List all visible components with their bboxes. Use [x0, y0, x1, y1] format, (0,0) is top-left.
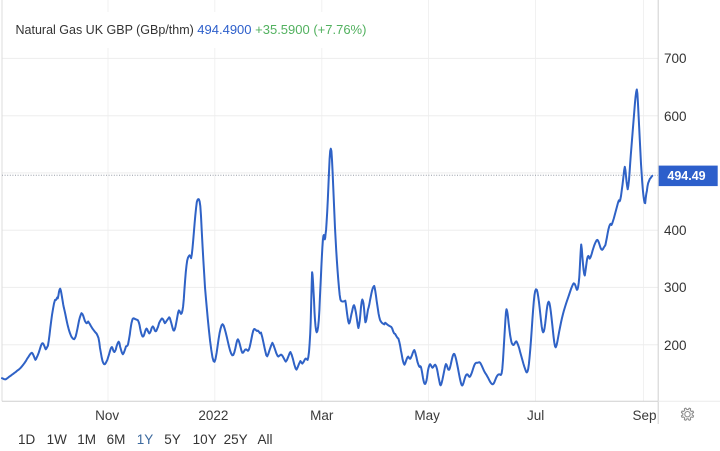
svg-text:494.49: 494.49: [667, 169, 705, 183]
